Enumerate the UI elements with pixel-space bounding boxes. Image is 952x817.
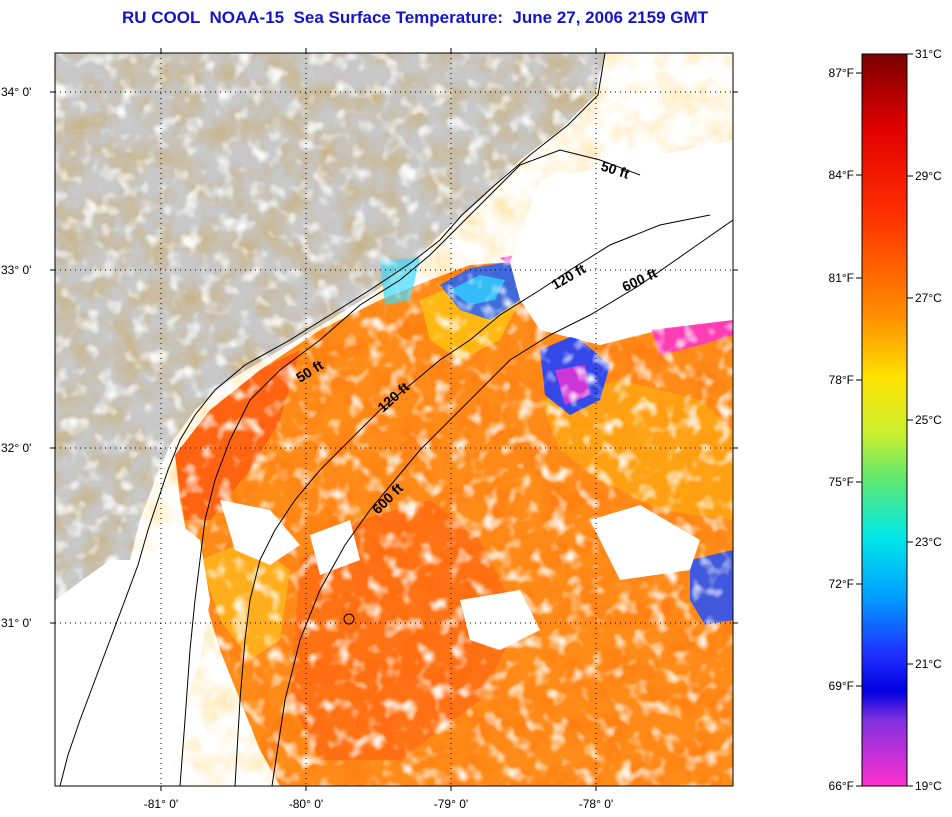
- cbar-f-72: 72°F: [829, 577, 854, 591]
- cbar-f-69: 69°F: [829, 679, 854, 693]
- lon-label-80: -80° 0': [289, 797, 323, 811]
- cbar-f-81: 81°F: [829, 271, 854, 285]
- cbar-f-78: 78°F: [829, 373, 854, 387]
- graticule: [55, 53, 733, 786]
- lon-label-81: -81° 0': [144, 797, 178, 811]
- lon-label-78: -78° 0': [579, 797, 613, 811]
- cbar-f-66: 66°F: [829, 779, 854, 793]
- lat-label-33: 33° 0': [1, 263, 31, 277]
- cbar-c-27: 27°C: [915, 291, 942, 305]
- lat-label-32: 32° 0': [1, 441, 31, 455]
- cbar-c-31: 31°C: [915, 47, 942, 61]
- map-frame: [54, 52, 734, 787]
- cbar-f-75: 75°F: [829, 475, 854, 489]
- map-title: RU COOL NOAA-15 Sea Surface Temperature:…: [121, 8, 709, 27]
- cbar-c-25: 25°C: [915, 413, 942, 427]
- cbar-c-19: 19°C: [915, 779, 942, 793]
- coastline: [59, 53, 606, 786]
- cbar-c-23: 23°C: [915, 535, 942, 549]
- lat-label-34: 34° 0': [1, 85, 31, 99]
- contour-600ft: [271, 219, 733, 786]
- cbar-c-29: 29°C: [915, 169, 942, 183]
- cbar-f-84: 84°F: [829, 168, 854, 182]
- lat-label-31: 31° 0': [1, 616, 31, 630]
- contour-50ft: [179, 149, 641, 786]
- lon-label-79: -79° 0': [434, 797, 468, 811]
- colorbar: [861, 53, 908, 787]
- cbar-c-21: 21°C: [915, 657, 942, 671]
- cbar-f-87: 87°F: [829, 66, 854, 80]
